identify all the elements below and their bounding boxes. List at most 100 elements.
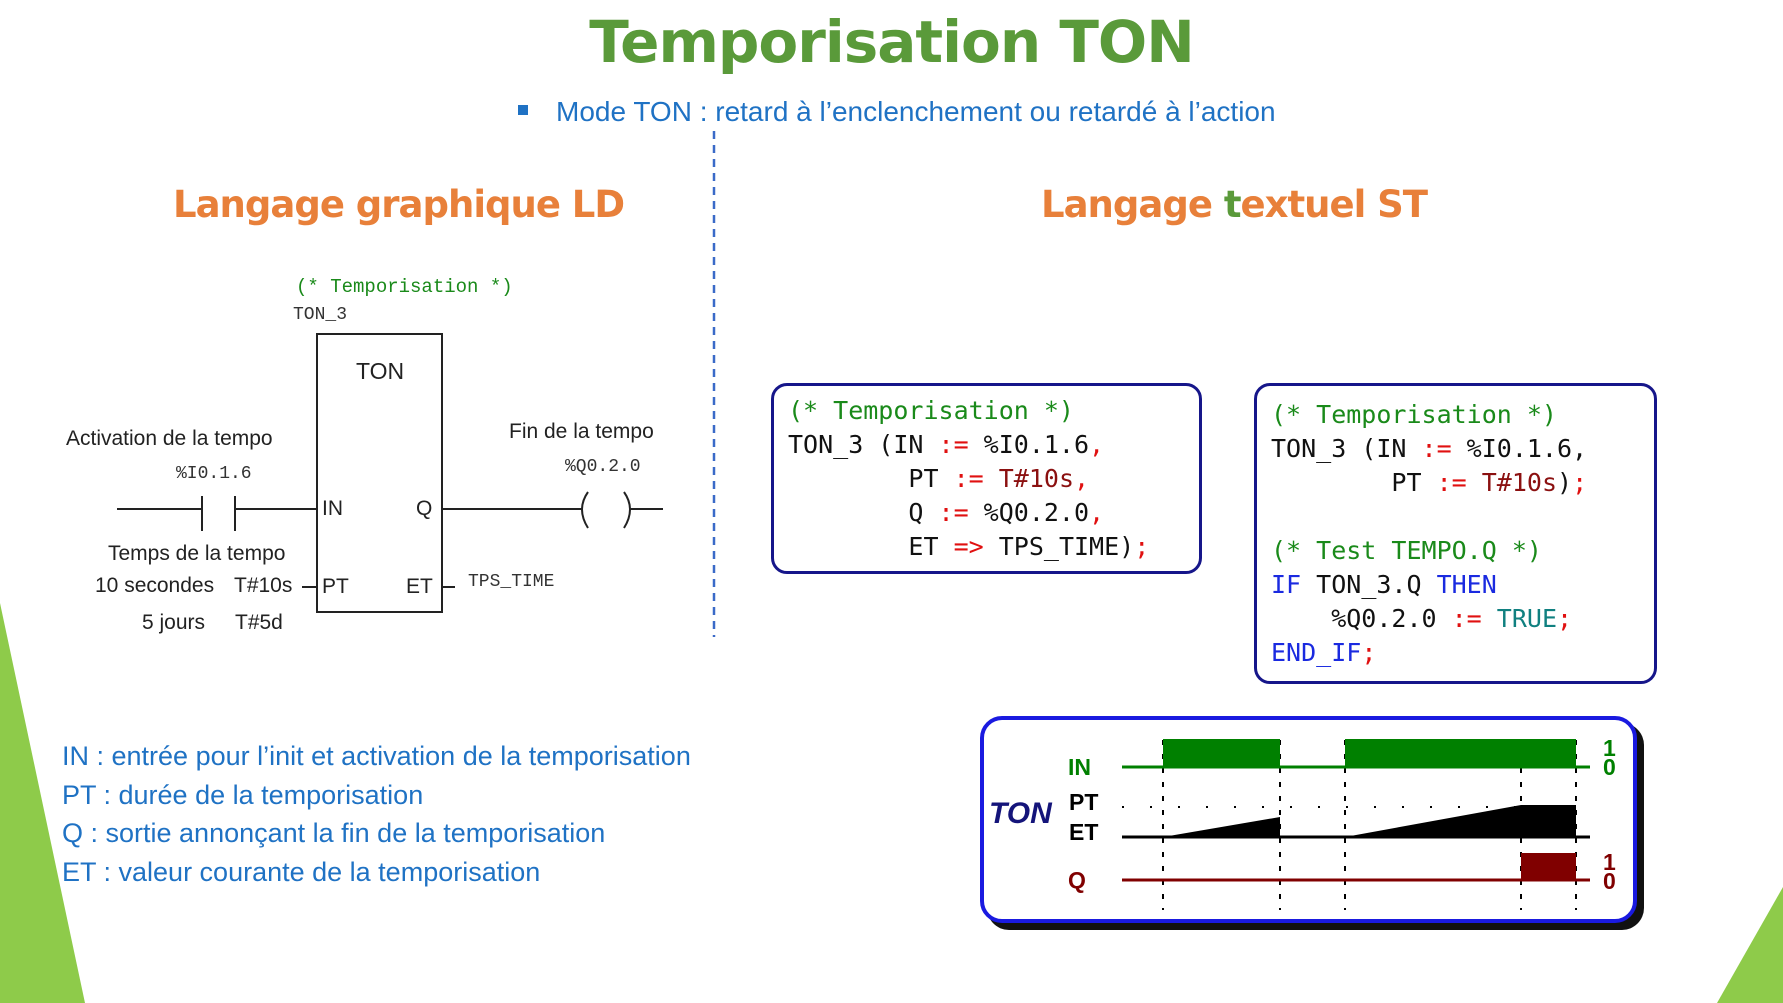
st-prefix: Langage bbox=[1041, 183, 1224, 226]
code-token-op: ; bbox=[1557, 604, 1573, 633]
coil-left bbox=[581, 491, 589, 529]
timing-label-in: IN bbox=[1068, 754, 1091, 780]
ton-function-block bbox=[316, 333, 443, 613]
in-pulse-1 bbox=[1163, 739, 1280, 767]
code-token-val: T#10s bbox=[1466, 468, 1557, 497]
code-token-val: T#10s bbox=[983, 464, 1074, 493]
section-title-ld: Langage graphique LD bbox=[173, 183, 625, 226]
pt-value: T#10s bbox=[234, 574, 293, 597]
st-code-block-1: (* Temporisation *) TON_3 (IN := %I0.1.6,… bbox=[771, 383, 1202, 574]
code-token-plain: Q bbox=[788, 498, 939, 527]
pin-q: Q bbox=[416, 497, 433, 520]
legend-q: Q : sortie annonçant la fin de la tempor… bbox=[62, 818, 606, 848]
q-pulse bbox=[1521, 853, 1576, 880]
code-token-plain: TPS_TIME) bbox=[983, 532, 1135, 561]
code-token-plain: PT bbox=[1271, 468, 1437, 497]
code-token-op: := bbox=[953, 464, 984, 493]
ld-comment: (* Temporisation *) bbox=[296, 276, 513, 298]
et-variable: TPS_TIME bbox=[468, 572, 555, 592]
code-line: PT := T#10s, bbox=[788, 462, 1185, 496]
code-token-plain: ) bbox=[1557, 468, 1573, 497]
code-token-op: , bbox=[1089, 498, 1105, 527]
code-line: IF TON_3.Q THEN bbox=[1271, 568, 1640, 602]
right-green-triangle bbox=[1717, 887, 1783, 1003]
code-token-bool: TRUE bbox=[1481, 604, 1557, 633]
code-token-op: , bbox=[1089, 430, 1105, 459]
code-token-op: , bbox=[1074, 464, 1090, 493]
code-line: (* Temporisation *) bbox=[1271, 398, 1640, 432]
code-token-plain: TON_3 (IN bbox=[1271, 434, 1422, 463]
legend-et: ET : valeur courante de la temporisation bbox=[62, 856, 541, 887]
section-title-st: Langage textuel ST bbox=[1041, 183, 1429, 226]
st-t: t bbox=[1223, 183, 1242, 226]
end-label: Fin de la tempo bbox=[509, 420, 654, 443]
ladder-rung bbox=[117, 333, 663, 613]
code-token-op: := bbox=[1421, 434, 1452, 463]
activation-label: Activation de la tempo bbox=[66, 427, 273, 450]
code-line: END_IF; bbox=[1271, 636, 1640, 670]
et-ramp-1 bbox=[1163, 817, 1280, 837]
code-token-comment: (* Temporisation *) bbox=[788, 396, 1074, 425]
timing-label-q: Q bbox=[1068, 867, 1086, 893]
code-token-plain: TON_3.Q bbox=[1301, 570, 1437, 599]
time-label: Temps de la tempo bbox=[108, 542, 286, 565]
subtitle-text: Mode TON : retard à l’enclenchement ou r… bbox=[556, 96, 1276, 127]
timing-title: TON bbox=[989, 797, 1053, 830]
pin-in: IN bbox=[322, 497, 343, 520]
code-token-kw: THEN bbox=[1436, 570, 1497, 599]
code-token-plain: %I0.1.6 bbox=[968, 430, 1090, 459]
q-level-1: 1 bbox=[1603, 849, 1616, 875]
code-line: (* Test TEMPO.Q *) bbox=[1271, 534, 1640, 568]
code-token-plain: %Q0.2.0 bbox=[968, 498, 1090, 527]
pt-value-days: T#5d bbox=[235, 611, 283, 634]
pin-pt: PT bbox=[322, 575, 349, 598]
code-line: Q := %Q0.2.0, bbox=[788, 496, 1185, 530]
code-token-plain: ET bbox=[788, 532, 954, 561]
timing-label-et: ET bbox=[1069, 819, 1098, 845]
output-address: %Q0.2.0 bbox=[565, 457, 641, 477]
page-title: Temporisation TON bbox=[589, 8, 1195, 76]
st-rest: extuel ST bbox=[1240, 183, 1429, 226]
code-token-op: ; bbox=[1361, 638, 1377, 667]
code-line: %Q0.2.0 := TRUE; bbox=[1271, 602, 1640, 636]
code-line: (* Temporisation *) bbox=[788, 394, 1185, 428]
code-token-plain: %Q0.2.0 bbox=[1271, 604, 1452, 633]
code-token-op: := bbox=[938, 498, 969, 527]
code-token-op: := bbox=[1451, 604, 1482, 633]
coil-right bbox=[623, 491, 631, 529]
timing-label-pt: PT bbox=[1069, 789, 1098, 815]
code-token-kw: IF bbox=[1271, 570, 1302, 599]
code-line: TON_3 (IN := %I0.1.6, bbox=[788, 428, 1185, 462]
legend-pt: PT : durée de la temporisation bbox=[62, 779, 424, 810]
code-token-plain: PT bbox=[788, 464, 954, 493]
q-level-0: 0 bbox=[1603, 868, 1616, 894]
code-token-comment: (* Test TEMPO.Q *) bbox=[1271, 536, 1542, 565]
pin-et: ET bbox=[406, 575, 433, 598]
in-level-0: 0 bbox=[1603, 754, 1616, 780]
code-token-comment: (* Temporisation *) bbox=[1271, 400, 1557, 429]
subtitle: Mode TON : retard à l’enclenchement ou r… bbox=[518, 96, 1276, 128]
bullet-icon bbox=[518, 104, 528, 115]
in-level-1: 1 bbox=[1603, 735, 1616, 761]
code-line: ET => TPS_TIME); bbox=[788, 530, 1185, 564]
ten-seconds-label: 10 secondes bbox=[95, 574, 215, 597]
code-token-op: => bbox=[953, 532, 984, 561]
code-token-op: := bbox=[1436, 468, 1467, 497]
st-code-block-2: (* Temporisation *) TON_3 (IN := %I0.1.6,… bbox=[1254, 383, 1657, 684]
code-line: PT := T#10s); bbox=[1271, 466, 1640, 500]
code-token-kw: END_IF bbox=[1271, 638, 1362, 667]
et-ramp-2 bbox=[1345, 805, 1576, 837]
in-pulse-2 bbox=[1345, 739, 1576, 767]
code-token-op: ; bbox=[1572, 468, 1588, 497]
left-green-triangle bbox=[0, 603, 85, 1003]
code-line: TON_3 (IN := %I0.1.6, bbox=[1271, 432, 1640, 466]
legend-in: IN : entrée pour l’init et activation de… bbox=[62, 741, 691, 771]
five-days-label: 5 jours bbox=[142, 611, 206, 634]
code-token-plain: %I0.1.6, bbox=[1451, 434, 1588, 463]
code-token-plain: TON_3 (IN bbox=[788, 430, 939, 459]
input-address: %I0.1.6 bbox=[176, 464, 252, 484]
code-token-op: ; bbox=[1134, 532, 1150, 561]
ld-block-type: TON bbox=[356, 358, 405, 384]
